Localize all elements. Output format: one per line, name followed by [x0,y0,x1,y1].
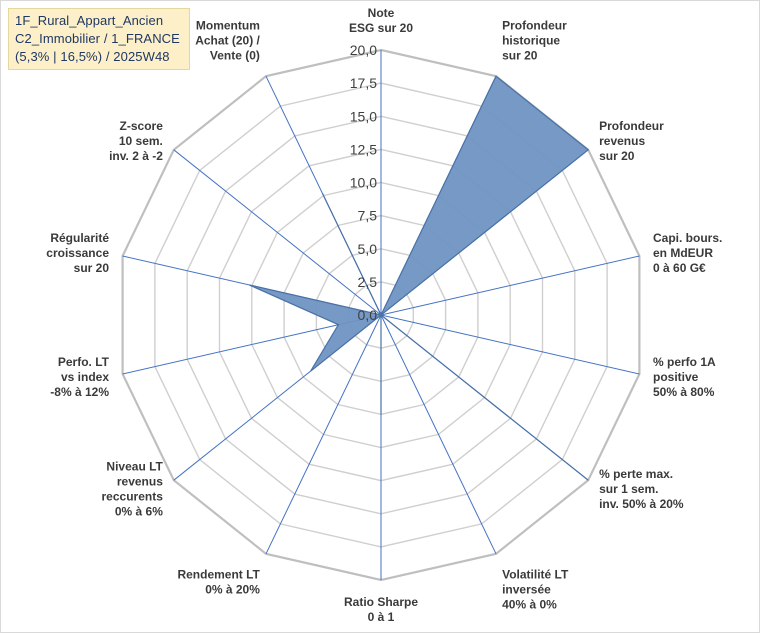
series-area [248,75,590,481]
axis-label-line: 0 à 1 [368,610,395,624]
axis-label-line: positive [653,370,699,384]
axis-label-5: % perte max.sur 1 sem.inv. 50% à 20% [599,467,684,511]
axis-label-line: Achat (20) / [195,34,260,48]
axis-label-line: revenus [599,134,645,148]
axis-label-line: 0% à 20% [205,582,260,596]
axis-spoke-3 [380,255,640,316]
axis-label-line: -8% à 12% [50,385,109,399]
tick-layer: 0,0 2,5 5,0 7,5 10,0 12,5 15,0 17,5 20,0 [350,42,377,323]
tick-label-6: 15,0 [350,108,377,124]
tick-label-4: 10,0 [350,175,377,191]
axis-label-line: Vente (0) [210,49,260,63]
axis-label-line: Régularité [50,231,109,245]
axis-spoke-8 [265,314,382,555]
axis-label-line: inv. 2 à -2 [109,149,163,163]
series-layer [248,75,590,481]
axis-label-line: en MdEUR [653,246,713,260]
axis-label-8: Rendement LT0% à 20% [177,567,260,596]
title-line-3: (5,3% | 16,5%) / 2025W48 [15,49,170,64]
chart-title-box: 1F_Rural_Appart_Ancien C2_Immobilier / 1… [8,8,190,70]
axis-label-line: 10 sem. [119,134,163,148]
axis-spoke-6 [380,314,497,555]
axis-label-line: % perte max. [599,467,673,481]
axis-label-line: Capi. bours. [653,231,722,245]
axis-label-line: Profondeur [502,19,567,33]
axis-label-line: 40% à 0% [502,597,557,611]
axis-label-line: croissance [46,246,109,260]
axis-label-line: revenus [117,475,163,489]
axis-label-line: sur 20 [502,49,538,63]
axis-label-line: reccurents [102,490,164,504]
axis-label-line: Profondeur [599,119,664,133]
axis-label-line: Niveau LT [106,460,163,474]
axis-label-line: Perfo. LT [58,355,110,369]
axis-label-line: Ratio Sharpe [344,595,418,609]
axis-label-line: sur 1 sem. [599,482,658,496]
tick-label-0: 0,0 [358,307,378,323]
axis-label-line: ESG sur 20 [349,21,413,35]
tick-label-5: 12,5 [350,141,377,157]
axis-label-line: Z-score [120,119,164,133]
axis-label-line: Volatilité LT [502,567,569,581]
axis-label-line: inversée [502,582,551,596]
title-line-1: 1F_Rural_Appart_Ancien [15,13,164,28]
axis-label-line: Rendement LT [177,567,260,581]
axis-label-line: vs index [61,370,109,384]
title-line-2: C2_Immobilier / 1_FRANCE [15,31,180,46]
axis-label-line: sur 20 [599,149,635,163]
axis-label-line: sur 20 [74,261,110,275]
tick-label-8: 20,0 [350,42,377,58]
axis-spoke-4 [380,314,640,375]
axis-label-line: % perfo 1A [653,355,716,369]
tick-label-7: 17,5 [350,75,377,91]
axis-label-line: historique [502,34,560,48]
tick-label-2: 5,0 [358,241,378,257]
axis-label-line: inv. 50% à 20% [599,497,684,511]
axis-label-line: 50% à 80% [653,385,715,399]
axis-label-line: Momentum [196,19,260,33]
tick-label-3: 7,5 [358,208,378,224]
axis-spoke-12 [173,149,382,316]
axis-label-line: 0 à 60 G€ [653,261,706,275]
tick-label-1: 2,5 [358,274,378,290]
axis-label-line: Note [368,6,395,20]
axis-label-line: 0% à 6% [115,505,163,519]
